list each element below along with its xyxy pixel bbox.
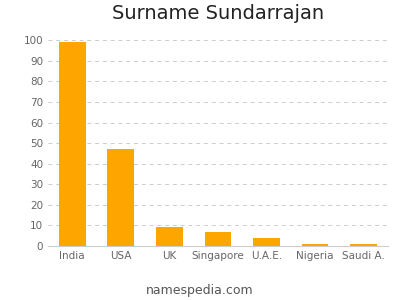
Bar: [350, 244, 377, 246]
Bar: [59, 42, 86, 246]
Bar: [108, 149, 134, 246]
Title: Surname Sundarrajan: Surname Sundarrajan: [112, 4, 324, 23]
Bar: [205, 232, 231, 246]
Text: namespedia.com: namespedia.com: [146, 284, 254, 297]
Bar: [253, 238, 280, 246]
Bar: [302, 244, 328, 246]
Bar: [156, 227, 183, 246]
